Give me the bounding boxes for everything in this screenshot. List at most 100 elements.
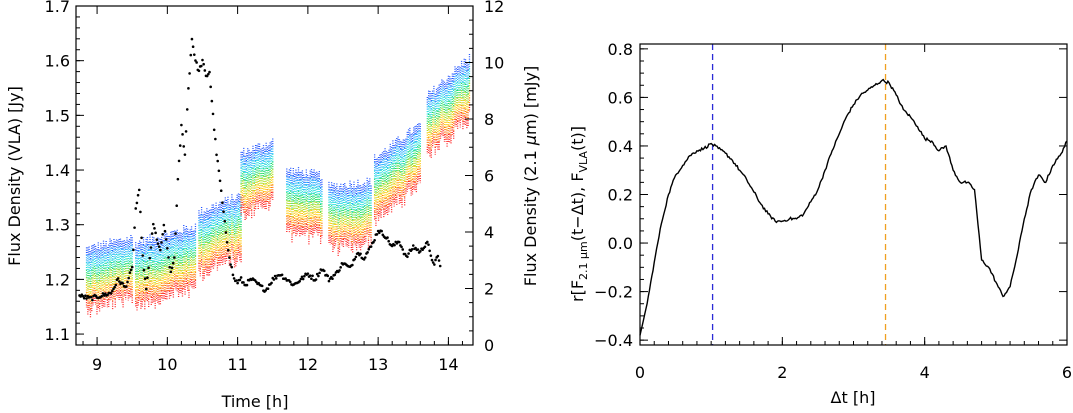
nir-segment-4 <box>286 167 323 245</box>
vla-point <box>369 245 373 248</box>
vla-point <box>168 265 171 269</box>
rp-ytick-label-3: 0.2 <box>608 186 633 205</box>
vla-point <box>159 248 162 252</box>
vla-point <box>189 53 193 57</box>
vla-point <box>359 252 362 256</box>
vla-point <box>433 263 436 266</box>
vla-point <box>221 201 224 204</box>
vla-point <box>386 236 389 239</box>
vla-point <box>142 268 146 272</box>
vla-point <box>139 210 142 214</box>
vla-point <box>126 280 129 284</box>
vla-point <box>208 70 211 74</box>
vla-point <box>118 280 121 283</box>
vla-point <box>378 231 381 235</box>
rp-ylabel-sub2: VLA <box>577 151 590 173</box>
vla-point <box>136 193 140 197</box>
rp-ylabel-a: r[F <box>568 280 587 302</box>
vla-point <box>175 204 179 208</box>
vla-point <box>176 177 180 181</box>
vla-point <box>155 238 159 241</box>
vla-point <box>218 179 222 183</box>
vla-point <box>224 231 228 234</box>
vla-point <box>242 281 245 284</box>
vla-point <box>436 254 440 258</box>
rp-ytick-label-1: −0.2 <box>594 283 633 302</box>
rp-ytick-label-0: −0.4 <box>594 331 633 350</box>
right-ytick-label-0: 0 <box>484 336 494 355</box>
vla-point <box>338 269 341 272</box>
left-ytick-label-0: 1.1 <box>45 325 70 344</box>
vla-point <box>375 233 379 236</box>
vla-point <box>299 277 303 281</box>
vla-point <box>333 273 337 277</box>
vla-point <box>429 254 433 257</box>
left-xtick-label-4: 13 <box>368 355 388 374</box>
vla-point <box>144 287 148 291</box>
right-x-axis-title: Δt [h] <box>831 388 876 407</box>
left-y-axis-title: Flux Density (VLA) [Jy] <box>5 86 24 266</box>
right-y-axis-title-part1: Flux Density (2.1 <box>521 145 540 286</box>
vla-point <box>143 277 147 280</box>
vla-point <box>109 292 113 295</box>
vla-point <box>226 248 230 252</box>
nir-segment-7 <box>426 53 471 158</box>
vla-point <box>427 243 430 246</box>
vla-point <box>308 274 312 277</box>
vla-point <box>195 61 198 64</box>
lag-marker-lines <box>711 44 887 345</box>
rp-xtick-label-1: 2 <box>777 363 787 382</box>
vla-point <box>173 256 176 259</box>
vla-point <box>153 227 156 230</box>
vla-point <box>219 189 223 193</box>
vla-point <box>438 264 442 268</box>
vla-point <box>423 245 427 249</box>
left-ytick-label-2: 1.3 <box>45 216 70 235</box>
vla-point <box>430 258 434 262</box>
vla-point <box>113 285 116 289</box>
vla-point <box>274 277 278 280</box>
rp-xtick-label-3: 6 <box>1062 363 1072 382</box>
vla-point <box>187 87 190 90</box>
vla-point <box>373 238 376 242</box>
vla-point <box>170 266 174 270</box>
vla-point <box>137 188 141 192</box>
vla-point <box>188 72 191 75</box>
left-plot-frame <box>75 5 474 346</box>
vla-point <box>147 266 150 270</box>
vla-point <box>174 232 177 235</box>
vla-point <box>354 255 358 259</box>
vla-point <box>289 280 292 284</box>
vla-flux-points <box>78 37 442 302</box>
right-panel-y-axis-title: r[F2.1 μm(t−Δt), FVLA(t)] <box>568 126 590 302</box>
vla-point <box>216 159 220 163</box>
vla-point <box>116 277 120 280</box>
vla-point <box>315 272 319 276</box>
vla-point <box>273 274 277 278</box>
vla-point <box>177 159 181 163</box>
vla-point <box>156 242 160 245</box>
vla-point <box>306 272 310 275</box>
vla-point <box>82 296 86 300</box>
left-ytick-label-1: 1.2 <box>45 270 70 289</box>
vla-point <box>229 263 232 266</box>
vla-point <box>260 284 264 288</box>
vla-point <box>372 240 375 244</box>
right-ytick-label-4: 8 <box>484 110 494 129</box>
vla-point <box>327 279 331 283</box>
vla-point <box>150 232 154 235</box>
vla-point <box>89 295 93 299</box>
vla-point <box>167 256 170 259</box>
vla-point <box>91 298 94 302</box>
vla-point <box>410 248 414 251</box>
left-ytick-label-5: 1.6 <box>45 52 70 71</box>
left-ytick-label-4: 1.5 <box>45 106 70 125</box>
vla-point <box>428 249 431 253</box>
rp-ylabel-sub1: 2.1 μm <box>577 241 590 280</box>
vla-point <box>326 274 330 278</box>
vla-point <box>171 261 175 265</box>
vla-point <box>160 241 163 244</box>
vla-point <box>154 231 157 235</box>
vla-point <box>317 274 320 278</box>
rp-ytick-label-2: 0.0 <box>608 234 633 253</box>
